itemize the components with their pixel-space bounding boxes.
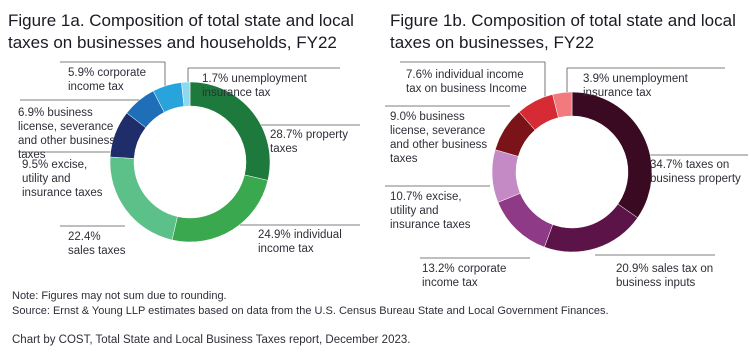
segment-label: 9.5% excise, utility and insurance taxes — [22, 158, 112, 200]
chart-title: Figure 1b. Composition of total state an… — [390, 11, 736, 52]
label-part: 6.9% — [18, 107, 45, 119]
label-part: 9.5% — [22, 159, 49, 171]
label-part: 9.0% — [390, 111, 417, 123]
segment-label: 5.9% corporate income tax — [68, 66, 158, 94]
label-part: 1.7% — [202, 73, 229, 85]
label-part: business license, severance and other bu… — [18, 107, 116, 161]
source: Source: Ernst & Young LLP estimates base… — [12, 305, 609, 317]
donut-segment — [552, 91, 573, 118]
segment-label: 34.7% taxes on business property — [650, 158, 750, 186]
segment-label: 13.2% corporate income tax — [422, 262, 517, 290]
segment-label: 22.4% sales taxes — [68, 230, 128, 258]
label-part: property taxes — [270, 129, 348, 155]
label-part: 24.9% — [258, 229, 291, 241]
label-part: 28.7% — [270, 129, 303, 141]
note: Note: Figures may not sum due to roundin… — [12, 290, 227, 302]
segment-label: 6.9% business license, severance and oth… — [18, 106, 133, 162]
donut-segment — [109, 156, 178, 241]
donut-segment — [181, 81, 191, 107]
donut-segment — [544, 203, 638, 253]
label-part: 3.9% — [583, 73, 610, 85]
label-part: 10.7% — [390, 191, 423, 203]
label-part: excise, utility and insurance taxes — [390, 191, 471, 231]
label-part: 34.7% — [650, 159, 683, 171]
leader-lines — [20, 61, 748, 259]
donut-segment — [497, 192, 554, 248]
label-part: 22.4% — [68, 231, 101, 243]
label-part: taxes on business property — [650, 159, 741, 185]
credit: Chart by COST, Total State and Local Bus… — [12, 334, 411, 346]
label-part: sales tax on business inputs — [616, 263, 714, 289]
label-part: 5.9% — [68, 67, 95, 79]
donut-segment — [171, 174, 269, 243]
segment-label: 28.7% property taxes — [270, 128, 360, 156]
label-part: excise, utility and insurance taxes — [22, 159, 103, 199]
label-part: corporate income tax — [422, 263, 507, 289]
label-part: 20.9% — [616, 263, 649, 275]
label-part: sales taxes — [68, 245, 126, 257]
label-part: 7.6% — [406, 69, 433, 81]
chart-title: Figure 1a. Composition of total state an… — [8, 11, 354, 52]
donut-segment — [571, 91, 653, 219]
segment-label: 9.0% business license, severance and oth… — [390, 110, 505, 166]
segment-label: 24.9% individual income tax — [258, 228, 353, 256]
label-part: individual income tax — [258, 229, 342, 255]
label-part: unemployment insurance tax — [202, 73, 307, 99]
segment-label: 3.9% unemployment insurance tax — [583, 72, 698, 100]
label-part: corporate income tax — [68, 67, 147, 93]
label-part: 13.2% — [422, 263, 455, 275]
label-part: unemployment insurance tax — [583, 73, 688, 99]
segment-label: 7.6% individual income tax on business I… — [406, 68, 531, 96]
segment-label: 20.9% sales tax on business inputs — [616, 262, 721, 290]
segment-label: 10.7% excise, utility and insurance taxe… — [390, 190, 480, 232]
segment-label: 1.7% unemployment insurance tax — [202, 72, 317, 100]
label-part: business license, severance and other bu… — [390, 111, 488, 165]
label-part: individual income tax on business Income — [406, 69, 527, 95]
